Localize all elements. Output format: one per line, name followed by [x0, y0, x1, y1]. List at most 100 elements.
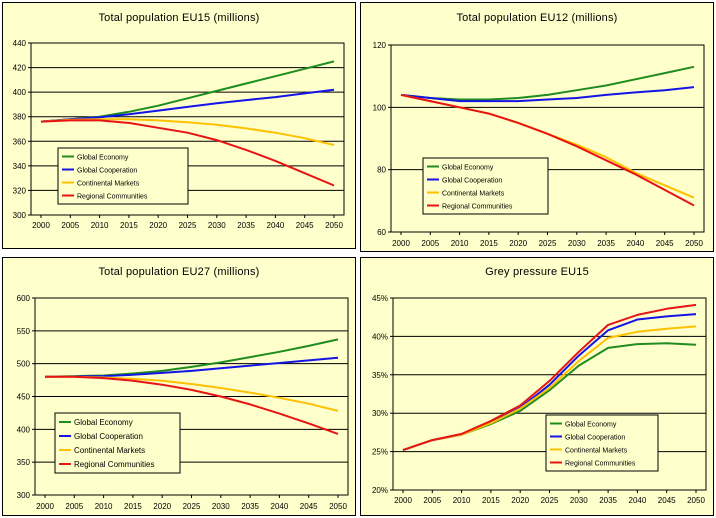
y-tick-label: 360: [13, 137, 27, 146]
x-tick-label: 2025: [539, 239, 557, 248]
y-tick-label: 550: [17, 327, 31, 336]
series-line: [400, 86, 695, 103]
x-tick-label: 2010: [451, 239, 469, 248]
x-tick-label: 2050: [685, 239, 703, 248]
series-line: [40, 119, 335, 187]
legend-label: Continental Markets: [565, 448, 628, 455]
x-tick-label: 2010: [95, 502, 113, 511]
legend-label: Global Cooperation: [442, 178, 502, 185]
x-tick-label: 2030: [208, 221, 226, 230]
y-tick-label: 300: [13, 211, 27, 220]
x-tick-label: 2045: [658, 496, 676, 505]
legend-label: Continental Markets: [74, 446, 145, 455]
y-tick-label: 380: [13, 113, 27, 122]
x-tick-label: 2030: [568, 239, 586, 248]
x-tick-label: 2035: [597, 239, 615, 248]
x-tick-label: 2000: [392, 239, 410, 248]
legend-label: Global Economy: [74, 418, 133, 427]
y-tick-label: 35%: [372, 371, 388, 380]
legend-label: Regional Communities: [77, 194, 148, 201]
legend-label: Global Economy: [565, 422, 617, 429]
x-tick-label: 2050: [687, 496, 705, 505]
y-tick-label: 340: [13, 162, 27, 171]
chart-panel-grey-pressure: Grey pressure EU15 20% 25% 30% 35% 40% 45% 200…: [360, 257, 714, 516]
y-tick-label: 500: [17, 360, 31, 369]
x-tick-label: 2050: [329, 502, 347, 511]
chart-svg-eu15: 300 320 340 360 380 400 420 440 2000 2005 2010 2015…: [13, 39, 345, 230]
x-tick-label: 2015: [482, 496, 500, 505]
y-tick-label: 60: [377, 228, 386, 237]
legend-label: Regional Communities: [74, 460, 154, 469]
x-tick-label: 2035: [241, 502, 259, 511]
x-tick-label: 2025: [541, 496, 559, 505]
legend-box: [545, 414, 659, 472]
y-tick-label: 30%: [372, 409, 388, 418]
y-tick-label: 25%: [372, 448, 388, 457]
y-tick-label: 100: [373, 103, 387, 112]
x-tick-label: 2035: [237, 221, 255, 230]
legend-label: Regional Communities: [565, 461, 636, 468]
x-tick-label: 2010: [453, 496, 471, 505]
x-tick-label: 2005: [61, 221, 79, 230]
x-tick-label: 2040: [627, 239, 645, 248]
chart-panel-eu12: Total population EU12 (millions) 60 80 100…: [360, 2, 714, 252]
x-tick-label: 2030: [570, 496, 588, 505]
legend-label: Continental Markets: [77, 181, 140, 188]
x-tick-label: 2050: [325, 221, 343, 230]
chart-panel-eu15: Total population EU15 (millions) 300 320 3…: [2, 2, 356, 249]
x-tick-label: 2020: [153, 502, 171, 511]
legend-box: [422, 157, 549, 215]
y-tick-label: 440: [13, 39, 27, 48]
series-line: [400, 65, 695, 101]
y-tick-label: 80: [377, 166, 386, 175]
y-tick-label: 20%: [372, 486, 388, 495]
x-tick-label: 2035: [599, 496, 617, 505]
chart-svg-eu12: 60 80 100 120 2000 2005 2010 2015 2020 2025 2030 20…: [373, 41, 705, 248]
y-tick-label: 600: [17, 294, 31, 303]
y-tick-label: 45%: [372, 294, 388, 303]
y-tick-label: 300: [17, 491, 31, 500]
chart-svg-grey-pressure: 20% 25% 30% 35% 40% 45% 2000 2005 2010 2015 2020 20…: [372, 294, 707, 505]
y-tick-label: 120: [373, 41, 387, 50]
x-tick-label: 2045: [296, 221, 314, 230]
y-tick-label: 40%: [372, 332, 388, 341]
x-tick-label: 2000: [32, 221, 50, 230]
x-tick-label: 2040: [271, 502, 289, 511]
series-line: [400, 93, 695, 207]
legend-label: Regional Communities: [442, 204, 513, 211]
y-tick-label: 320: [13, 186, 27, 195]
series-line: [45, 375, 339, 435]
x-tick-label: 2025: [179, 221, 197, 230]
legend-box: [57, 147, 189, 205]
series-line: [402, 303, 697, 452]
x-tick-label: 2030: [212, 502, 230, 511]
series-line: [44, 356, 339, 378]
chart-title: Total population EU15 (millions): [98, 12, 260, 24]
y-tick-label: 400: [17, 425, 31, 434]
x-tick-label: 2045: [300, 502, 318, 511]
x-tick-label: 2010: [91, 221, 109, 230]
x-tick-label: 2000: [394, 496, 412, 505]
legend-box: [54, 412, 181, 474]
chart-panel-eu27: Total population EU27 (millions) 300 350 4…: [2, 257, 356, 516]
x-tick-label: 2000: [36, 502, 54, 511]
x-tick-label: 2040: [629, 496, 647, 505]
x-tick-label: 2020: [509, 239, 527, 248]
legend-label: Global Economy: [77, 155, 129, 162]
x-tick-label: 2015: [124, 502, 142, 511]
y-tick-label: 350: [17, 458, 31, 467]
x-tick-label: 2005: [423, 496, 441, 505]
y-tick-label: 420: [13, 64, 27, 73]
x-tick-label: 2020: [149, 221, 167, 230]
chart-svg-eu27: 300 350 400 450 500 550 600 2000 2005 2010 2015 202…: [17, 294, 349, 511]
chart-title: Total population EU27 (millions): [98, 266, 260, 278]
legend-label: Continental Markets: [442, 191, 505, 198]
chart-title: Grey pressure EU15: [485, 266, 589, 278]
legend-label: Global Cooperation: [77, 168, 137, 175]
x-tick-label: 2015: [480, 239, 498, 248]
x-tick-label: 2015: [120, 221, 138, 230]
x-tick-label: 2025: [183, 502, 201, 511]
legend-label: Global Economy: [442, 165, 494, 172]
x-tick-label: 2040: [267, 221, 285, 230]
